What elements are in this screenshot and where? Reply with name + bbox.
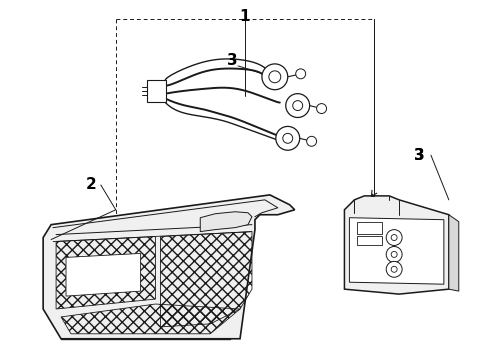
Circle shape [386,230,402,246]
FancyBboxPatch shape [357,222,382,234]
Polygon shape [349,218,444,284]
Circle shape [283,133,293,143]
Circle shape [317,104,326,113]
Polygon shape [344,196,449,294]
Circle shape [391,251,397,257]
Circle shape [262,64,288,90]
Circle shape [286,94,310,117]
Circle shape [276,126,300,150]
Text: 3: 3 [414,148,424,163]
Circle shape [307,136,317,146]
Circle shape [386,247,402,262]
FancyBboxPatch shape [357,235,382,246]
Polygon shape [200,212,252,231]
Circle shape [391,266,397,272]
Circle shape [293,100,303,111]
Text: 3: 3 [414,148,424,163]
Polygon shape [66,253,141,296]
Polygon shape [43,195,294,339]
Circle shape [386,261,402,277]
Text: 1: 1 [240,9,250,24]
Text: 2: 2 [85,177,96,193]
FancyBboxPatch shape [147,80,167,102]
Circle shape [295,69,306,79]
Text: 3: 3 [227,53,237,68]
Circle shape [269,71,281,83]
Circle shape [391,235,397,240]
Polygon shape [449,215,459,291]
